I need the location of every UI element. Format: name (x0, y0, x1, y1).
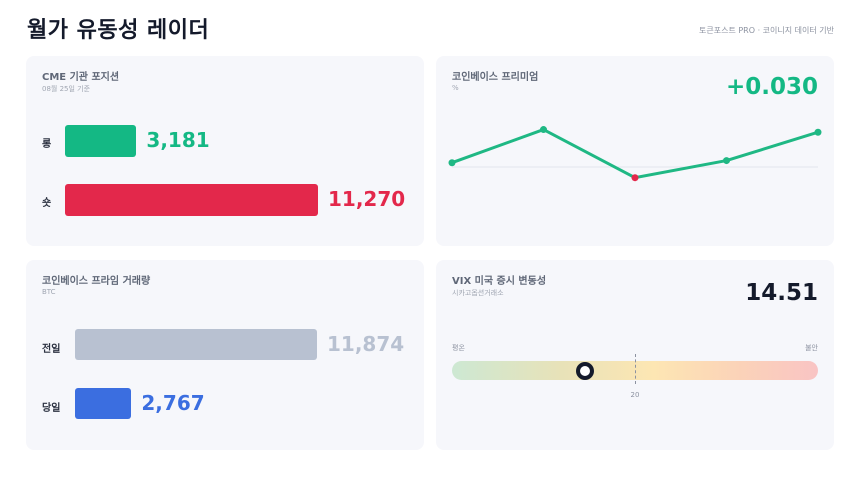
premium-line-chart (448, 126, 822, 182)
vix-card-title: VIX 미국 증시 변동성 (452, 276, 547, 287)
data-source: 토큰포스트 PRO · 코이니지 데이터 기반 (699, 26, 834, 35)
short-label: 숏 (42, 198, 52, 209)
prev-day-value: 11,874 (327, 332, 405, 356)
short-bar (65, 184, 318, 216)
long-bar (65, 125, 137, 157)
page-title: 월가 유동성 레이더 (27, 18, 210, 43)
premium-point (448, 159, 456, 167)
vix-value: 14.51 (745, 280, 818, 306)
today-label: 당일 (42, 403, 61, 414)
vix-threshold-label: 20 (630, 391, 640, 399)
long-label: 롱 (42, 139, 52, 150)
coinbase-premium-card: 코인베이스 프리미엄 % +0.030 (436, 56, 834, 246)
prev-day-bar (75, 329, 317, 360)
premium-unit: % (452, 84, 459, 92)
premium-point (723, 157, 730, 165)
fear-label: 불안 (805, 344, 818, 352)
prime-volume-card: 코인베이스 프라임 거래량 BTC 전일 11,874 당일 2,767 (26, 260, 424, 450)
volume-card-title: 코인베이스 프라임 거래량 (42, 276, 151, 287)
premium-point (540, 126, 547, 134)
calm-label: 평온 (452, 344, 465, 352)
cme-card-date: 08월 25일 기준 (42, 85, 91, 93)
vix-gauge-marker (575, 362, 594, 380)
cme-card-title: CME 기관 포지션 (42, 72, 120, 83)
cme-position-card: CME 기관 포지션 08월 25일 기준 롱 3,181 숏 11,270 (26, 56, 424, 246)
vix-source: 시카고옵션거래소 (452, 289, 504, 297)
premium-current-value: +0.030 (725, 74, 818, 100)
vix-threshold-tick (635, 354, 636, 384)
premium-point (631, 174, 639, 182)
today-value: 2,767 (141, 391, 205, 415)
premium-card-title: 코인베이스 프리미엄 (452, 72, 539, 83)
prev-day-label: 전일 (42, 344, 61, 355)
today-bar (75, 388, 132, 419)
volume-unit: BTC (42, 288, 56, 296)
premium-series-line (451, 128, 819, 180)
premium-point (814, 128, 822, 136)
vix-card: VIX 미국 증시 변동성 시카고옵션거래소 14.51 평온 불안 20 (436, 260, 834, 450)
short-value: 11,270 (328, 187, 406, 211)
long-value: 3,181 (146, 128, 210, 152)
